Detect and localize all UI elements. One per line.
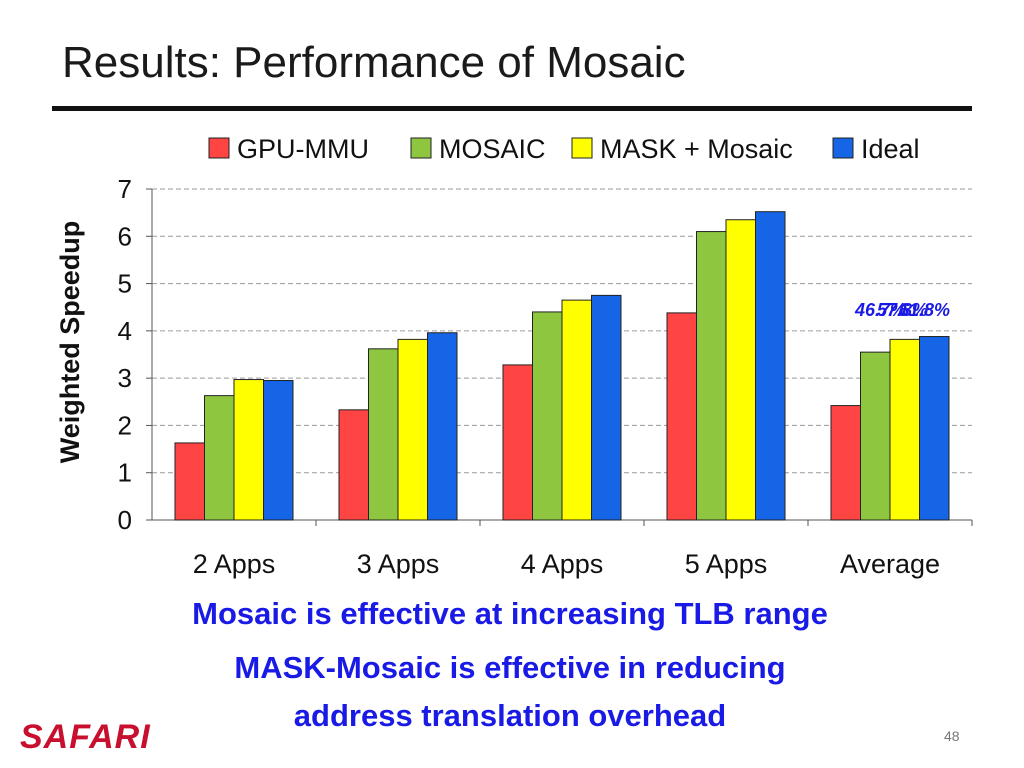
safari-logo: SAFARI xyxy=(20,718,151,756)
slide-title: Results: Performance of Mosaic xyxy=(62,38,686,87)
y-tick-label: 7 xyxy=(118,174,132,204)
x-tick-label: 3 Apps xyxy=(357,549,440,579)
bar-ideal xyxy=(263,380,294,521)
bar-mask-mosaic xyxy=(397,338,428,521)
bar-ideal xyxy=(755,211,786,521)
bar-mosaic xyxy=(860,351,891,521)
y-tick-label: 3 xyxy=(118,363,132,393)
bar-gpu-mmu xyxy=(666,312,697,521)
legend-swatch xyxy=(208,137,230,159)
bar-mosaic xyxy=(368,348,399,521)
bar-mask-mosaic xyxy=(233,379,264,521)
bar-gpu-mmu xyxy=(338,409,369,521)
annotation-label: 46.7% xyxy=(854,300,906,320)
bar-mosaic xyxy=(532,311,563,521)
annotation-label: 61.8% xyxy=(899,300,950,320)
bar-ideal xyxy=(591,294,622,521)
legend-swatch xyxy=(571,137,593,159)
x-tick-label: 5 Apps xyxy=(685,549,768,579)
y-tick-label: 0 xyxy=(118,505,132,535)
y-tick-label: 2 xyxy=(118,410,132,440)
bar-gpu-mmu xyxy=(174,442,205,521)
bar-mask-mosaic xyxy=(561,299,592,521)
legend-swatch xyxy=(410,137,432,159)
legend-label: GPU-MMU xyxy=(237,134,369,164)
bar-mosaic xyxy=(204,395,235,521)
bar-gpu-mmu xyxy=(502,364,533,521)
legend-label: Ideal xyxy=(861,134,920,164)
y-tick-label: 5 xyxy=(118,269,132,299)
x-tick-label: 2 Apps xyxy=(193,549,276,579)
legend-label: MOSAIC xyxy=(439,134,546,164)
caption-line-2: MASK-Mosaic is effective in reducing xyxy=(234,650,786,685)
title-divider xyxy=(52,106,972,111)
y-tick-label: 4 xyxy=(118,316,132,346)
y-axis-title: Weighted Speedup xyxy=(55,221,85,464)
bar-ideal xyxy=(919,336,950,521)
bar-mask-mosaic xyxy=(725,219,756,521)
legend-label: MASK + Mosaic xyxy=(600,134,793,164)
bar-ideal xyxy=(427,332,458,521)
annotation-label: 57.8% xyxy=(877,300,928,320)
y-tick-label: 1 xyxy=(118,458,132,488)
bar-mosaic xyxy=(696,231,727,521)
legend-swatch xyxy=(832,137,854,159)
bar-gpu-mmu xyxy=(830,405,861,521)
caption-line-3: address translation overhead xyxy=(293,698,727,733)
x-tick-label: 4 Apps xyxy=(521,549,604,579)
caption-line-1: Mosaic is effective at increasing TLB ra… xyxy=(192,596,828,631)
bar-mask-mosaic xyxy=(889,338,920,521)
page-number: 48 xyxy=(944,728,960,744)
y-tick-label: 6 xyxy=(118,221,132,251)
x-tick-label: Average xyxy=(840,549,940,579)
